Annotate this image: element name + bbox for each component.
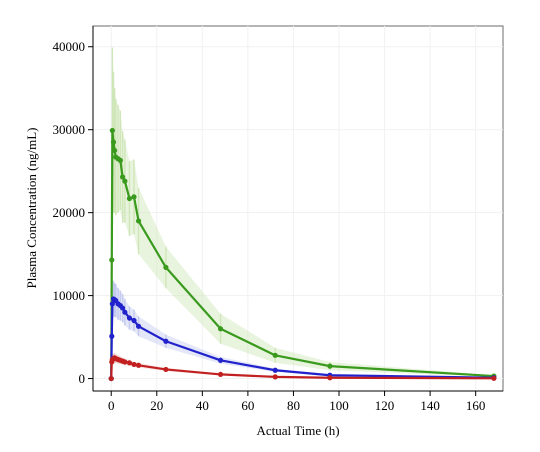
y-tick-label: 0	[79, 371, 86, 386]
data-point	[135, 218, 142, 224]
data-point	[217, 326, 224, 332]
data-point	[126, 315, 133, 321]
data-point	[272, 352, 278, 358]
y-tick-label: 30000	[53, 122, 86, 137]
data-point	[122, 309, 128, 315]
data-point	[135, 323, 142, 329]
y-tick-label: 40000	[53, 39, 86, 54]
data-point	[327, 363, 333, 369]
data-point	[163, 338, 169, 344]
axes: 0 20 40 60 80 100 120 140 160 0 10000 20000 30000 400…	[53, 26, 503, 413]
y-axis-title: Plasma Concentration (ng/mL)	[24, 127, 39, 288]
data-point	[131, 317, 137, 324]
data-point	[120, 174, 126, 180]
data-point	[131, 194, 137, 200]
x-tick-label: 160	[466, 398, 486, 413]
series-points	[108, 127, 497, 382]
error-band-series-2	[111, 280, 494, 379]
x-tick-label: 60	[241, 398, 254, 413]
data-point	[122, 178, 128, 184]
data-point	[131, 361, 137, 368]
data-point	[112, 147, 118, 154]
data-point	[272, 367, 278, 373]
data-point	[135, 362, 142, 368]
data-point	[109, 127, 115, 134]
data-point	[163, 264, 169, 270]
y-tick-label: 20000	[53, 205, 86, 220]
data-point	[272, 374, 278, 380]
x-tick-label: 100	[329, 398, 349, 413]
data-point	[327, 375, 333, 381]
data-point	[109, 301, 115, 307]
data-point	[110, 139, 117, 145]
data-point	[217, 357, 224, 363]
data-point	[109, 333, 115, 339]
data-point	[163, 366, 169, 373]
data-point	[126, 195, 133, 202]
x-axis-title: Actual Time (h)	[256, 423, 339, 438]
x-tick-label: 80	[287, 398, 300, 413]
data-point	[122, 359, 128, 365]
x-tick-label: 0	[108, 398, 115, 413]
data-point	[126, 360, 133, 366]
y-tick-label: 10000	[53, 288, 86, 303]
data-point	[108, 375, 114, 382]
x-tick-label: 40	[196, 398, 209, 413]
plot-background	[92, 25, 504, 392]
data-point	[217, 371, 224, 378]
data-point	[120, 305, 126, 311]
data-point	[491, 375, 497, 381]
x-tick-label: 20	[150, 398, 163, 413]
data-point	[117, 157, 123, 163]
data-point	[109, 257, 115, 263]
x-tick-label: 140	[420, 398, 440, 413]
x-tick-label: 120	[375, 398, 395, 413]
